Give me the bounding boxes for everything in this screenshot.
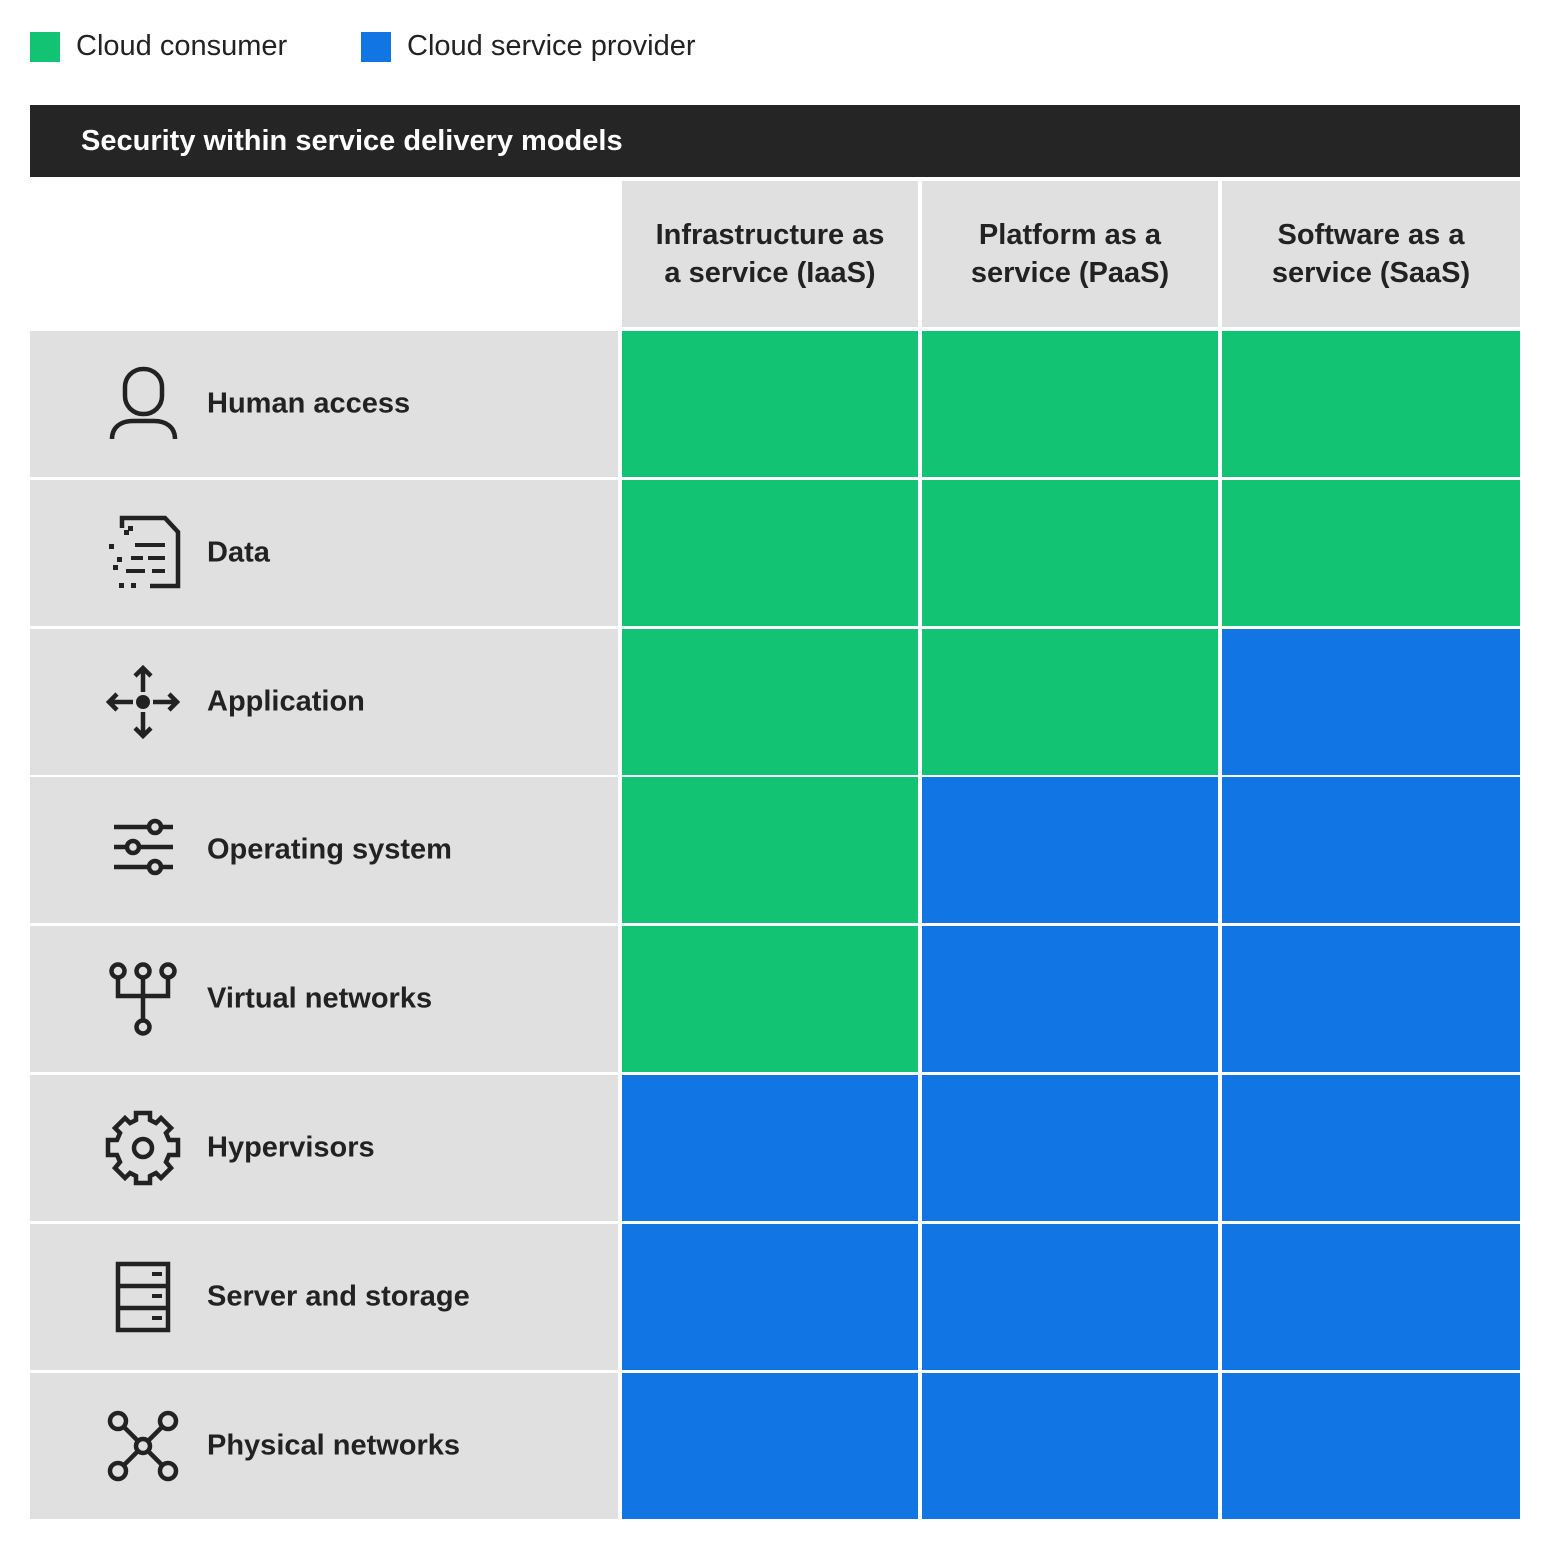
cell-provider bbox=[922, 1373, 1218, 1519]
row-label: Physical networks bbox=[207, 1429, 461, 1462]
column-header-paas: Platform as a service (PaaS) bbox=[922, 181, 1218, 327]
cell-consumer bbox=[1222, 480, 1520, 626]
server-icon bbox=[115, 1261, 171, 1333]
legend-swatch-provider bbox=[361, 31, 391, 62]
cell-provider bbox=[1222, 1075, 1520, 1221]
table-title: Security within service delivery models bbox=[30, 105, 1520, 177]
cell-provider bbox=[922, 1224, 1218, 1370]
document-data-icon bbox=[109, 515, 181, 589]
row-header: Hypervisors bbox=[30, 1075, 618, 1221]
legend-label: Cloud service provider bbox=[407, 30, 696, 62]
cell-provider bbox=[1222, 629, 1520, 775]
row-label: Server and storage bbox=[207, 1280, 470, 1313]
cell-consumer bbox=[922, 331, 1218, 477]
cell-provider bbox=[622, 1373, 918, 1519]
cell-provider bbox=[1222, 1224, 1520, 1370]
table-title-text: Security within service delivery models bbox=[81, 124, 623, 157]
cell-provider bbox=[1222, 777, 1520, 923]
gear-icon bbox=[105, 1110, 181, 1186]
column-header-saas: Software as a service (SaaS) bbox=[1222, 181, 1520, 327]
move-arrows-icon bbox=[105, 664, 181, 740]
legend-label: Cloud consumer bbox=[76, 30, 288, 62]
cell-consumer bbox=[1222, 331, 1520, 477]
cell-provider bbox=[922, 926, 1218, 1072]
cell-provider bbox=[1222, 926, 1520, 1072]
cell-provider bbox=[922, 1075, 1218, 1221]
row-header: Application bbox=[30, 629, 618, 775]
row-label: Virtual networks bbox=[207, 982, 433, 1015]
row-header: Physical networks bbox=[30, 1373, 618, 1519]
row-label: Hypervisors bbox=[207, 1131, 375, 1164]
row-header: Human access bbox=[30, 331, 618, 477]
cell-consumer bbox=[622, 480, 918, 626]
network-hub-icon bbox=[107, 1410, 179, 1482]
cell-consumer bbox=[622, 331, 918, 477]
row-label: Human access bbox=[207, 387, 411, 420]
cell-consumer bbox=[922, 629, 1218, 775]
network-tree-icon bbox=[109, 962, 177, 1036]
cell-provider bbox=[622, 1075, 918, 1221]
row-label: Data bbox=[207, 536, 270, 569]
cell-provider bbox=[622, 1224, 918, 1370]
row-header: Virtual networks bbox=[30, 926, 618, 1072]
cell-provider bbox=[1222, 1373, 1520, 1519]
row-label: Application bbox=[207, 685, 365, 718]
cell-consumer bbox=[622, 777, 918, 923]
cell-provider bbox=[922, 777, 1218, 923]
cell-consumer bbox=[922, 480, 1218, 626]
person-icon bbox=[109, 366, 178, 440]
legend-swatch-consumer bbox=[30, 31, 60, 62]
row-header: Data bbox=[30, 480, 618, 626]
row-header: Operating system bbox=[30, 777, 618, 923]
cell-consumer bbox=[622, 926, 918, 1072]
row-header: Server and storage bbox=[30, 1224, 618, 1370]
cell-consumer bbox=[622, 629, 918, 775]
legend-provider: Cloud service provider bbox=[361, 30, 696, 63]
legend-consumer: Cloud consumer bbox=[30, 30, 287, 63]
sliders-icon bbox=[114, 818, 173, 876]
column-header-iaas: Infrastructure as a service (IaaS) bbox=[622, 181, 918, 327]
row-label: Operating system bbox=[207, 833, 452, 866]
